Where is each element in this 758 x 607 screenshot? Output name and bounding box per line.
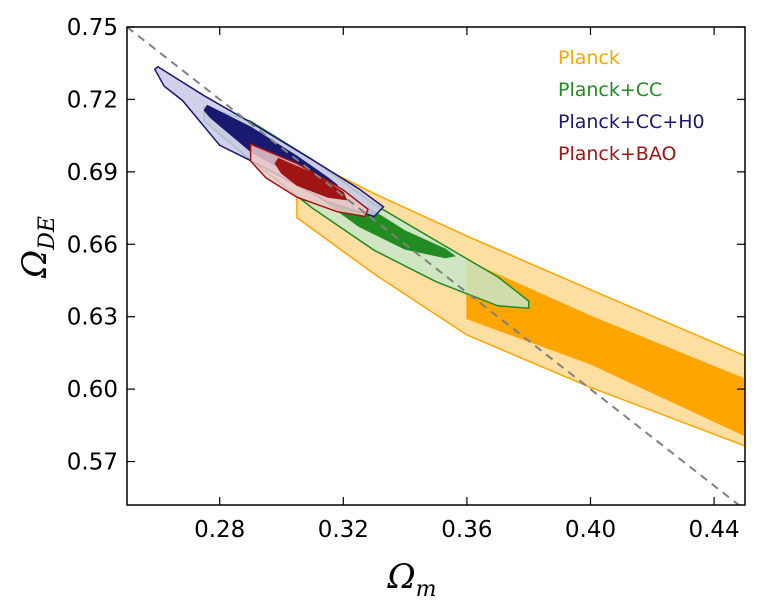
x-axis-label-sub: m <box>416 577 437 602</box>
plot-frame <box>126 26 746 506</box>
y-tick-label: 0.57 <box>67 450 118 476</box>
x-axis-label: Ωm <box>386 557 436 602</box>
x-tick-label: 0.28 <box>194 517 245 543</box>
y-axis-label-main: Ω <box>15 250 55 279</box>
x-tick-label: 0.36 <box>441 517 492 543</box>
y-tick-label: 0.66 <box>67 232 118 258</box>
y-axis-label: ΩDE <box>15 216 60 279</box>
legend-entry-planck-cc-h0: Planck+CC+H0 <box>558 111 705 133</box>
y-tick-label: 0.75 <box>67 15 118 41</box>
legend-entry-planck: Planck <box>558 47 620 69</box>
plot-border <box>126 26 746 506</box>
y-tick-label: 0.63 <box>67 305 118 331</box>
reference-line-group <box>127 27 741 505</box>
region-planck-bao-inner <box>274 157 348 201</box>
region-planck-inner <box>466 259 745 437</box>
x-axis: 0.28 0.32 0.36 0.40 0.44 <box>194 27 740 543</box>
x-axis-label-main: Ω <box>386 557 415 597</box>
confidence-regions <box>153 65 745 447</box>
y-tick-label: 0.60 <box>67 377 118 403</box>
y-tick-label: 0.69 <box>67 160 118 186</box>
y-axis-label-sub: DE <box>35 216 60 251</box>
y-tick-label: 0.72 <box>67 87 118 113</box>
reference-line <box>127 27 741 505</box>
legend-entry-planck-bao: Planck+BAO <box>558 143 676 165</box>
x-tick-label: 0.40 <box>565 517 616 543</box>
x-tick-label: 0.44 <box>688 517 739 543</box>
y-axis: 0.57 0.60 0.63 0.66 0.69 0.72 0.75 <box>67 15 745 476</box>
legend: Planck Planck+CC Planck+CC+H0 Planck+BAO <box>558 47 705 165</box>
x-tick-label: 0.32 <box>318 517 369 543</box>
legend-entry-planck-cc: Planck+CC <box>558 79 662 101</box>
